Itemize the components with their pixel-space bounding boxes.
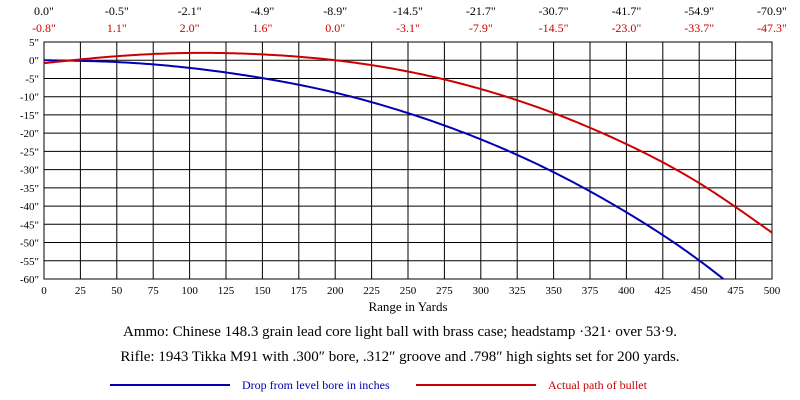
top-path-value: -33.7" [684, 21, 714, 35]
top-drop-value: -70.9" [757, 4, 787, 18]
x-tick-label: 400 [618, 285, 635, 297]
x-tick-label: 200 [327, 285, 344, 297]
series-lines [44, 51, 772, 279]
x-tick-label: 150 [254, 285, 271, 297]
legend-label-drop: Drop from level bore in inches [242, 378, 390, 392]
series-line-path [44, 51, 772, 234]
y-axis-tick-labels: 5" 0" -5" -10" -15" -20" -25" -30" -35" -40" -45" -… [20, 37, 39, 286]
y-tick-label: -60" [20, 274, 39, 286]
y-tick-label: -15" [20, 110, 39, 122]
x-tick-label: 75 [148, 285, 160, 297]
top-path-value: -3.1" [396, 21, 420, 35]
x-tick-label: 225 [363, 285, 380, 297]
legend-label-path: Actual path of bullet [548, 378, 648, 392]
y-tick-label: -5" [25, 73, 39, 85]
x-tick-label: 125 [218, 285, 235, 297]
x-tick-label: 350 [545, 285, 562, 297]
y-tick-label: -10" [20, 92, 39, 104]
top-path-value: 0.0" [325, 21, 345, 35]
top-path-value: -14.5" [539, 21, 569, 35]
x-tick-label: 425 [655, 285, 672, 297]
top-path-value: 1.6" [252, 21, 272, 35]
x-tick-label: 500 [764, 285, 781, 297]
top-path-value: 2.0" [180, 21, 200, 35]
top-drop-value: -21.7" [466, 4, 496, 18]
y-tick-label: 5" [29, 37, 39, 49]
x-tick-label: 450 [691, 285, 708, 297]
top-drop-value: -8.9" [323, 4, 347, 18]
y-tick-label: 0" [29, 55, 39, 67]
x-tick-label: 50 [111, 285, 123, 297]
top-drop-value: -54.9" [684, 4, 714, 18]
x-tick-label: 250 [400, 285, 417, 297]
y-tick-label: -55" [20, 256, 39, 268]
y-tick-label: -25" [20, 146, 39, 158]
x-axis-tick-labels: 0 25 50 75 100 125 150 175 200 225 250 275 300 325 350… [41, 285, 781, 297]
top-path-value: 1.1" [107, 21, 127, 35]
legend: Drop from level bore in inches Actual pa… [110, 378, 648, 392]
x-tick-label: 475 [727, 285, 744, 297]
x-tick-label: 175 [291, 285, 308, 297]
top-path-value: -7.9" [469, 21, 493, 35]
top-row-path-values: -0.8" 1.1" 2.0" 1.6" 0.0" -3.1" -7.9" -14.5" -23… [32, 21, 787, 35]
series-line-drop [44, 59, 726, 279]
y-tick-label: -35" [20, 183, 39, 195]
ammo-caption: Ammo: Chinese 148.3 grain lead core ligh… [122, 324, 678, 340]
top-path-value: -23.0" [611, 21, 641, 35]
x-tick-label: 100 [181, 285, 198, 297]
top-drop-value: -14.5" [393, 4, 423, 18]
top-drop-value: -0.5" [105, 4, 129, 18]
x-tick-label: 25 [75, 285, 87, 297]
y-tick-label: -20" [20, 128, 39, 140]
y-tick-label: -30" [20, 165, 39, 177]
grid-lines [44, 42, 772, 279]
top-row-drop-values: 0.0" -0.5" -2.1" -4.9" -8.9" -14.5" -21.7" -30.… [34, 4, 787, 18]
top-drop-value: 0.0" [34, 4, 54, 18]
top-path-value: -47.3" [757, 21, 787, 35]
top-drop-value: -30.7" [539, 4, 569, 18]
x-axis-label: Range in Yards [368, 299, 447, 314]
x-tick-label: 0 [41, 285, 47, 297]
top-drop-value: -4.9" [250, 4, 274, 18]
top-path-value: -0.8" [32, 21, 56, 35]
top-drop-value: -2.1" [178, 4, 202, 18]
y-tick-label: -40" [20, 201, 39, 213]
rifle-caption: Rifle: 1943 Tikka M91 with .300″ bore, .… [120, 349, 680, 365]
x-tick-label: 300 [473, 285, 490, 297]
top-drop-value: -41.7" [611, 4, 641, 18]
x-tick-label: 375 [582, 285, 599, 297]
y-tick-label: -50" [20, 238, 39, 250]
y-tick-label: -45" [20, 219, 39, 231]
x-tick-label: 325 [509, 285, 526, 297]
x-tick-label: 275 [436, 285, 453, 297]
